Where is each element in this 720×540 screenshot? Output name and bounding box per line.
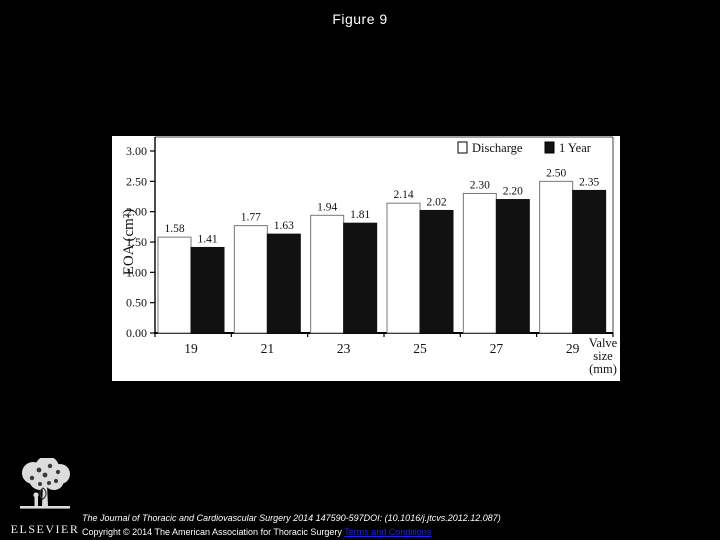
bar-value-label: 1.58 — [164, 223, 184, 235]
chart-panel: 0.00 0.50 1.00 1.50 2.00 2.50 3.00 1.58 1.77 1.94… — [112, 136, 620, 381]
y-axis-label: EOA (cm²) — [121, 208, 137, 276]
y-tick-label: 1.50 — [126, 235, 147, 249]
bar-chart: 0.00 0.50 1.00 1.50 2.00 2.50 3.00 1.58 1.77 1.94… — [126, 136, 614, 356]
bar-value-label: 2.02 — [426, 196, 446, 208]
legend-swatch-discharge — [457, 141, 468, 154]
elsevier-logo: ELSEVIER — [6, 456, 84, 537]
copyright-text: Copyright © 2014 The American Associatio… — [82, 527, 345, 537]
bar-1year-29 — [572, 189, 607, 334]
elsevier-wordmark: ELSEVIER — [10, 522, 80, 536]
bar-1year-19 — [190, 246, 225, 334]
bar-1year-27 — [495, 199, 530, 334]
bar-discharge-23 — [310, 214, 345, 334]
bar-discharge-21 — [233, 225, 268, 334]
bar-value-label: 2.14 — [393, 189, 413, 201]
bar-discharge-19 — [157, 236, 192, 334]
terms-and-conditions-link[interactable]: Terms and Conditions — [344, 527, 432, 537]
bar-1year-21 — [266, 233, 301, 334]
x-axis-label: Valve size (mm) — [588, 336, 618, 376]
bar-value-label: 2.30 — [470, 179, 490, 191]
y-tick-label: 1.00 — [126, 265, 147, 279]
x-category-label: 29 — [566, 341, 580, 356]
y-tick-label: 3.00 — [126, 144, 147, 158]
y-tick-label: 2.00 — [126, 205, 147, 219]
bar-value-label: 2.20 — [503, 186, 523, 198]
x-category-label: 21 — [261, 341, 275, 356]
legend-label: Discharge — [472, 141, 523, 155]
bar-value-label: 1.77 — [241, 212, 261, 224]
legend-label: 1 Year — [559, 141, 592, 155]
x-category-label: 19 — [184, 341, 198, 356]
figure-title: Figure 9 — [332, 11, 388, 27]
citation-block: The Journal of Thoracic and Cardiovascul… — [82, 511, 682, 539]
bar-value-label: 1.94 — [317, 201, 337, 213]
x-category-label: 23 — [337, 341, 351, 356]
bar-discharge-27 — [462, 192, 497, 334]
bar-1year-23 — [343, 222, 378, 334]
x-category-label: 27 — [490, 341, 504, 356]
y-tick-label: 0.50 — [126, 296, 147, 310]
bar-value-label: 1.41 — [197, 233, 217, 245]
bar-value-label: 1.63 — [274, 220, 294, 232]
bar-value-label: 2.35 — [579, 176, 599, 188]
bar-discharge-29 — [539, 180, 574, 334]
copyright-line: Copyright © 2014 The American Associatio… — [82, 525, 682, 539]
bar-value-label: 2.50 — [546, 167, 566, 179]
elsevier-tree-logo — [20, 456, 70, 509]
bar-discharge-25 — [386, 202, 421, 334]
y-tick-label: 2.50 — [126, 174, 147, 188]
bar-value-label: 1.81 — [350, 209, 370, 221]
bar-1year-25 — [419, 209, 454, 334]
journal-citation: The Journal of Thoracic and Cardiovascul… — [82, 513, 501, 523]
x-category-label: 25 — [413, 341, 427, 356]
y-tick-label: 0.00 — [126, 326, 147, 340]
legend-swatch-1year — [544, 141, 555, 154]
